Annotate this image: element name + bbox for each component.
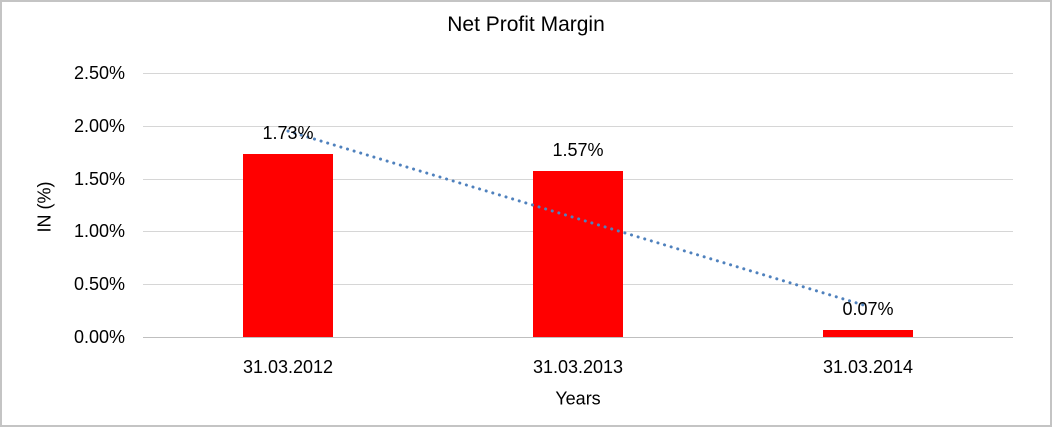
y-tick-label: 1.50%	[73, 168, 125, 189]
x-axis-title: Years	[555, 388, 601, 409]
bar-value-label: 1.73%	[262, 123, 314, 144]
y-tick-label: 1.00%	[73, 221, 125, 242]
bar-value-label: 1.57%	[552, 140, 604, 161]
bar	[533, 171, 623, 337]
x-axis-line	[143, 337, 1013, 338]
y-tick-label: 0.50%	[73, 274, 125, 295]
bar	[823, 329, 913, 337]
bar-value-label: 0.07%	[842, 298, 894, 319]
bar	[243, 154, 333, 337]
gridline	[143, 125, 1013, 127]
y-tick-label: 2.00%	[73, 115, 125, 136]
x-category-label: 31.03.2014	[822, 357, 914, 377]
x-category-label: 31.03.2013	[532, 357, 624, 377]
y-tick-label: 2.50%	[73, 63, 125, 83]
chart-title: Net Profit Margin	[447, 13, 605, 36]
x-category-label: 31.03.2012	[242, 357, 334, 377]
y-tick-label: 0.00%	[73, 327, 125, 347]
gridline	[143, 73, 1013, 74]
